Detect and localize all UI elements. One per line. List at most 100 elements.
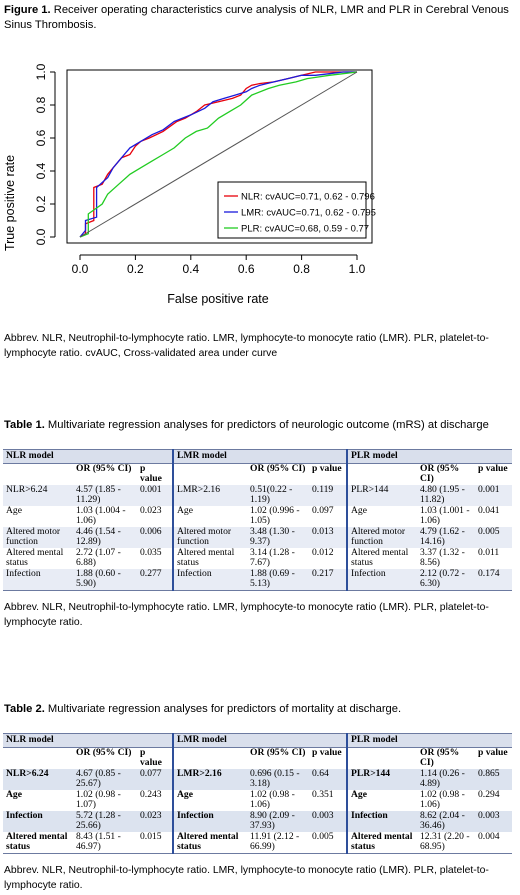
y-tick-label: 0.0 — [34, 228, 48, 245]
variable-cell: Age — [6, 504, 22, 516]
model-header: LMR model — [172, 449, 347, 464]
legend-entry: LMR: cvAUC=0.71, 0.62 - 0.795 — [241, 208, 376, 219]
or-cell: 1.02 (0.996 - 1.05) — [250, 504, 300, 526]
p-value-cell: 0.097 — [312, 504, 334, 516]
or-column-header: OR (95% CI) — [76, 462, 132, 474]
or-cell: 1.14 (0.26 - 4.89) — [417, 768, 475, 790]
table-row: Age 1.02 (0.98 - 1.07) 0.243 Age 1.02 (0.98 … — [3, 788, 512, 811]
x-tick-label: 0.6 — [238, 262, 255, 276]
variable-cell: NLR>6.24 — [3, 768, 73, 790]
variable-cell: LMR>2.16 — [172, 484, 247, 506]
p-value-cell: 0.294 — [478, 788, 500, 800]
table1: NLR model LMR model PLR model OR (95% CI) p … — [3, 449, 512, 591]
p-column-header: p value — [478, 462, 508, 474]
table1-caption-text: Multivariate regression analyses for pre… — [44, 419, 489, 431]
p-value-cell: 0.243 — [140, 788, 162, 800]
figure1-caption: Figure 1. Receiver operating characteris… — [4, 3, 512, 32]
legend-box — [217, 181, 367, 239]
variable-cell: Altered mental status — [346, 547, 417, 569]
variable-cell: Altered mental status — [3, 831, 73, 854]
p-value-cell: 0.277 — [137, 568, 173, 591]
table-row: NLR>6.24 4.67 (0.85 - 25.67) 0.077 LMR>2.16… — [3, 768, 512, 790]
variable-cell: Age — [6, 788, 22, 800]
p-value-cell: 0.041 — [478, 504, 500, 516]
model-header: LMR model — [172, 733, 347, 748]
p-value-cell: 0.351 — [312, 788, 334, 800]
p-value-cell: 0.012 — [312, 546, 334, 558]
y-axis-label: True positive rate — [3, 155, 17, 251]
p-value-cell: 0.217 — [309, 568, 347, 591]
variable-cell: Infection — [172, 810, 247, 832]
or-cell: 2.72 (1.07 - 6.88) — [76, 546, 121, 568]
variable-cell: Altered motor function — [346, 526, 417, 548]
p-value-cell: 0.011 — [478, 546, 500, 558]
or-cell: 11.91 (2.12 - 66.99) — [247, 831, 309, 854]
legend-entry: PLR: cvAUC=0.68, 0.59 - 0.77 — [241, 224, 369, 235]
or-cell: 8.43 (1.51 - 46.97) — [73, 831, 137, 854]
table2-caption-text: Multivariate regression analyses for pre… — [44, 703, 402, 715]
or-cell: 3.37 (1.32 - 8.56) — [420, 546, 465, 568]
p-value-cell: 0.119 — [309, 484, 347, 506]
or-cell: 1.02 (0.98 - 1.06) — [420, 788, 465, 810]
table1-abbrev: Abbrev. NLR, Neutrophil-to-lymphocyte ra… — [4, 602, 489, 628]
p-value-cell: 0.001 — [137, 484, 173, 506]
x-tick-label: 0.4 — [182, 262, 199, 276]
table-row: Infection 1.88 (0.60 - 5.90) 0.277 Infectio… — [3, 568, 512, 591]
variable-cell: Infection — [3, 810, 73, 832]
y-tick-label: 0.6 — [34, 129, 48, 146]
p-value-cell: 0.003 — [475, 810, 512, 832]
table1-caption: Table 1. Multivariate regression analyse… — [4, 418, 512, 433]
or-cell: 8.90 (2.09 - 37.93) — [247, 810, 309, 832]
x-tick-label: 0.2 — [127, 262, 144, 276]
x-axis-label: False positive rate — [167, 292, 268, 306]
x-tick-label: 0.0 — [72, 262, 89, 276]
figure1-abbrev: Abbrev. NLR, Neutrophil-to-lymphocyte ra… — [4, 333, 489, 359]
p-value-cell: 0.865 — [475, 768, 512, 790]
model-header: PLR model — [346, 449, 512, 464]
variable-cell: Altered mental status — [6, 546, 64, 568]
or-column-header: OR (95% CI) — [420, 746, 460, 768]
table2-abbrev: Abbrev. NLR, Neutrophil-to-lymphocyte ra… — [4, 865, 489, 891]
or-cell: 1.88 (0.69 - 5.13) — [247, 568, 309, 591]
variable-cell: Age — [346, 505, 417, 527]
or-cell: 4.80 (1.95 - 11.82) — [417, 484, 475, 506]
or-cell: 2.12 (0.72 - 6.30) — [417, 568, 475, 591]
or-cell: 1.88 (0.60 - 5.90) — [73, 568, 137, 591]
variable-cell: Age — [172, 505, 247, 527]
variable-cell: LMR>2.16 — [172, 768, 247, 790]
or-cell: 12.31 (2.20 - 68.95) — [417, 831, 475, 854]
roc-chart: 0.0 0.2 0.4 0.6 0.8 1.0 0.0 0.2 0.4 0.6 0.8 1.0 NLR:… — [3, 63, 376, 306]
variable-cell: Age — [172, 789, 247, 811]
variable-cell: PLR>144 — [346, 484, 417, 506]
legend-entry: NLR: cvAUC=0.71, 0.62 - 0.796 — [241, 192, 375, 203]
p-column-header: p value — [140, 462, 162, 484]
variable-cell: NLR>6.24 — [3, 484, 73, 506]
variable-cell: Altered mental status — [346, 831, 417, 854]
variable-column-header — [172, 747, 247, 769]
p-value-cell: 0.077 — [137, 768, 173, 790]
table-row: Infection 5.72 (1.28 - 25.66) 0.023 Infecti… — [3, 810, 512, 832]
reference-diagonal-line — [79, 71, 358, 238]
variable-column-header — [346, 747, 417, 769]
or-cell: 3.14 (1.28 - 7.67) — [250, 546, 295, 568]
or-cell: 1.02 (0.98 - 1.06) — [250, 788, 295, 810]
y-tick-label: 0.4 — [34, 162, 48, 179]
variable-cell: Infection — [3, 568, 73, 591]
x-tick-label: 0.8 — [293, 262, 310, 276]
or-cell: 0.51(0.22 - 1.19) — [247, 484, 309, 506]
model-header: NLR model — [3, 449, 173, 464]
variable-cell: Infection — [172, 568, 247, 591]
variable-cell: Altered mental status — [172, 547, 247, 569]
figure1-text: Receiver operating characteristics curve… — [4, 4, 509, 31]
variable-cell: Altered motor function — [3, 526, 73, 548]
variable-cell: Infection — [346, 810, 417, 832]
variable-column-header — [3, 747, 73, 769]
variable-column-header — [3, 463, 73, 485]
table-row: Altered mental status 8.43 (1.51 - 46.97)… — [3, 831, 512, 854]
p-column-header: p value — [140, 746, 162, 768]
p-value-cell: 0.006 — [137, 526, 173, 548]
or-cell: 5.72 (1.28 - 25.66) — [73, 810, 137, 832]
y-tick-label: 1.0 — [34, 63, 48, 80]
variable-cell: Infection — [346, 568, 417, 591]
or-cell: 1.03 (1.004 - 1.06) — [76, 504, 126, 526]
